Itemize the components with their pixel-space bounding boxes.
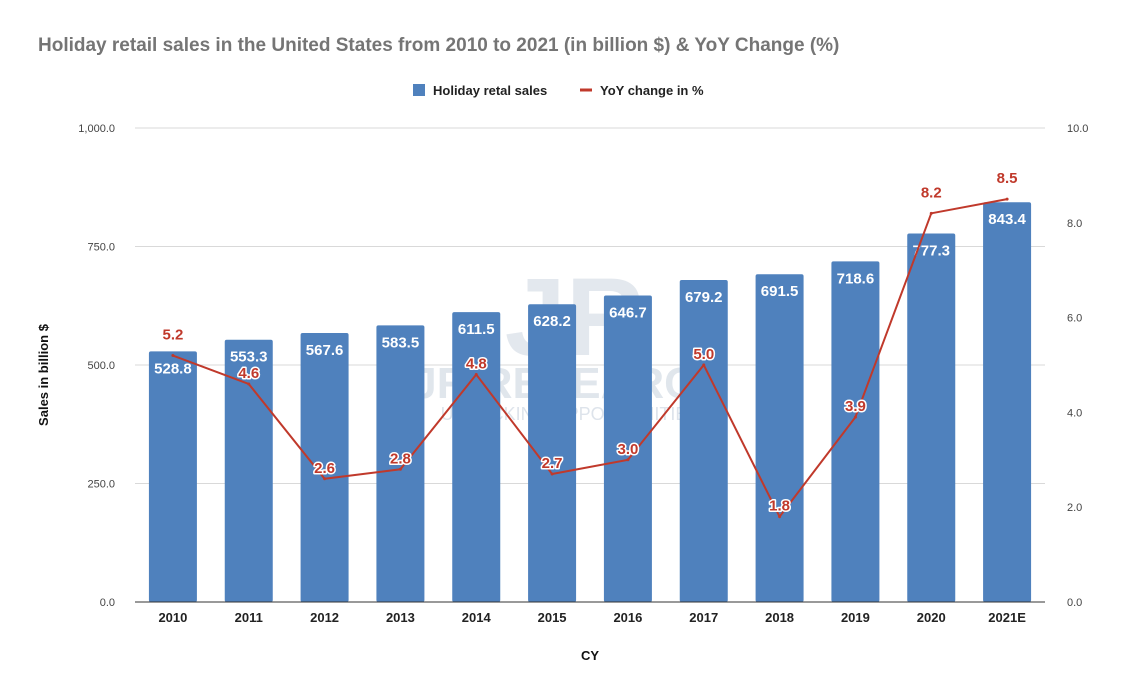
x-axis-title: CY <box>581 648 599 663</box>
bar <box>679 280 728 602</box>
bar-data-label: 583.5 <box>382 334 420 351</box>
yoy-data-label: 2.6 <box>314 460 335 477</box>
yoy-data-label: 3.0 <box>617 441 638 458</box>
y-tick-label: 0.0 <box>100 597 115 609</box>
bar <box>755 274 804 602</box>
yoy-point <box>474 372 478 376</box>
bar-data-label: 553.3 <box>230 349 268 366</box>
y2-tick-label: 10.0 <box>1067 123 1088 135</box>
y-axis-title: Sales in billion $ <box>36 323 51 426</box>
yoy-data-label: 8.5 <box>997 170 1018 187</box>
y2-tick-label: 0.0 <box>1067 597 1082 609</box>
y-tick-label: 250.0 <box>87 479 115 491</box>
yoy-data-label: 1.8 <box>769 498 790 515</box>
legend-label-line: YoY change in % <box>600 83 704 98</box>
yoy-point <box>702 363 706 367</box>
bar-data-label: 528.8 <box>154 360 192 377</box>
x-tick-label: 2020 <box>917 610 946 625</box>
yoy-data-label: 2.7 <box>542 455 563 472</box>
bar-data-label: 691.5 <box>761 283 799 300</box>
yoy-point <box>778 515 782 519</box>
y2-tick-label: 2.0 <box>1067 502 1082 514</box>
legend-label-bar: Holiday retal sales <box>433 83 547 98</box>
bar <box>907 233 956 602</box>
x-tick-label: 2013 <box>386 610 415 625</box>
yoy-point <box>929 211 933 215</box>
bar-data-label: 679.2 <box>685 289 723 306</box>
x-tick-label: 2014 <box>462 610 492 625</box>
bar-data-label: 611.5 <box>458 321 495 338</box>
bar <box>376 325 425 602</box>
bar <box>528 304 577 602</box>
yoy-point <box>323 477 327 481</box>
legend-swatch-bar <box>413 84 425 96</box>
y-tick-label: 1,000.0 <box>78 123 115 135</box>
bar <box>224 339 273 602</box>
yoy-data-label: 3.9 <box>845 398 866 415</box>
yoy-data-label: 4.8 <box>466 355 487 372</box>
yoy-data-label: 4.6 <box>238 365 259 382</box>
x-tick-label: 2018 <box>765 610 794 625</box>
yoy-point <box>550 472 554 476</box>
bar-data-label: 718.6 <box>837 270 875 287</box>
yoy-point <box>1005 197 1009 201</box>
yoy-point <box>247 382 251 386</box>
bar-data-label: 843.4 <box>988 211 1026 228</box>
yoy-point <box>626 458 630 462</box>
bar-data-label: 567.6 <box>306 342 344 359</box>
x-tick-label: 2017 <box>689 610 718 625</box>
bar-data-label: 777.3 <box>912 243 950 260</box>
y2-tick-label: 8.0 <box>1067 218 1082 230</box>
bar <box>148 351 197 602</box>
bar <box>300 332 349 602</box>
bar <box>831 261 880 602</box>
x-tick-label: 2010 <box>158 610 187 625</box>
yoy-line <box>172 198 1008 519</box>
yoy-data-label: 2.8 <box>390 450 411 467</box>
bar <box>983 202 1032 602</box>
x-tick-label: 2012 <box>310 610 339 625</box>
y2-tick-label: 4.0 <box>1067 407 1082 419</box>
yoy-point <box>398 467 402 471</box>
y-tick-label: 750.0 <box>87 242 115 254</box>
bar-data-label: 628.2 <box>533 313 571 330</box>
x-tick-label: 2019 <box>841 610 870 625</box>
yoy-point <box>171 354 175 358</box>
x-tick-label: 2011 <box>235 610 263 625</box>
y2-tick-label: 6.0 <box>1067 313 1082 325</box>
x-tick-label: 2016 <box>613 610 642 625</box>
y-tick-label: 500.0 <box>87 360 115 372</box>
x-tick-label: 2021E <box>988 610 1026 625</box>
yoy-data-label: 5.0 <box>693 346 714 363</box>
x-tick-label: 2015 <box>538 610 567 625</box>
bar-data-label: 646.7 <box>609 304 647 321</box>
yoy-point <box>853 415 857 419</box>
chart-title: Holiday retail sales in the United State… <box>38 35 840 56</box>
bar <box>603 295 652 602</box>
bar <box>452 312 501 602</box>
yoy-data-label: 8.2 <box>921 184 942 201</box>
yoy-data-label: 5.2 <box>162 327 183 344</box>
